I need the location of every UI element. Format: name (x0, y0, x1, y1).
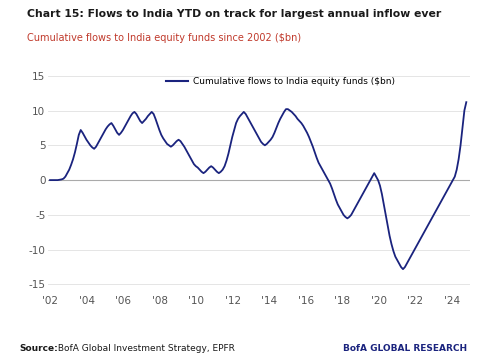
Text: Source:: Source: (19, 344, 58, 353)
Text: BofA GLOBAL RESEARCH: BofA GLOBAL RESEARCH (343, 344, 468, 353)
Text: Chart 15: Flows to India YTD on track for largest annual inflow ever: Chart 15: Flows to India YTD on track fo… (27, 9, 441, 19)
Legend: Cumulative flows to India equity funds ($bn): Cumulative flows to India equity funds (… (162, 73, 398, 89)
Text: Cumulative flows to India equity funds since 2002 ($bn): Cumulative flows to India equity funds s… (27, 33, 301, 43)
Text: BofA Global Investment Strategy, EPFR: BofA Global Investment Strategy, EPFR (55, 344, 235, 353)
